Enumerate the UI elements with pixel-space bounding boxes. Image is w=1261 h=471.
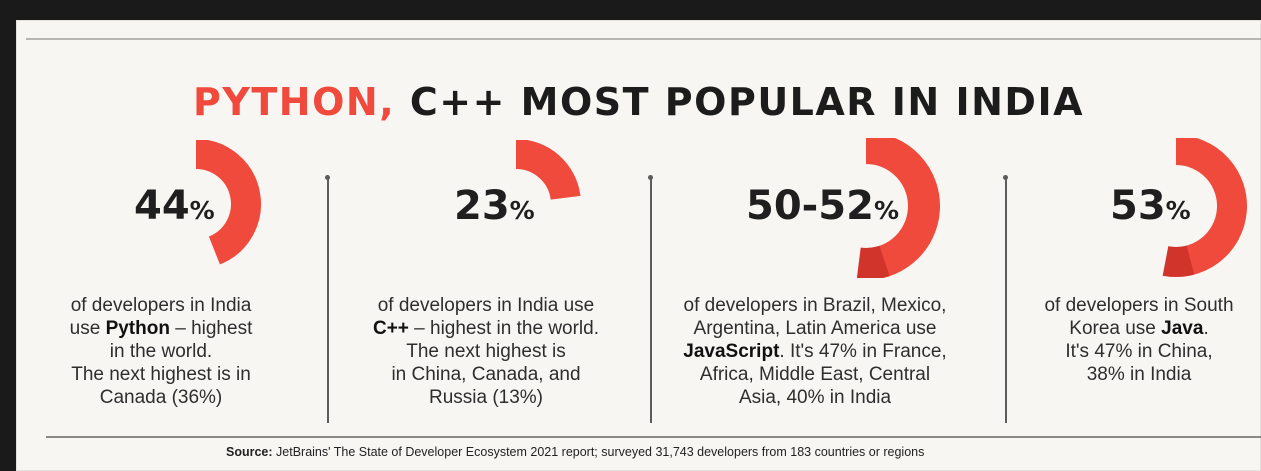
python-value: 44: [134, 183, 190, 229]
javascript-desc-line: JavaScript. It's 47% in France,: [683, 341, 947, 362]
source-label: Source:: [226, 445, 273, 459]
donut-arc-shade: [1162, 245, 1195, 277]
cpp-desc-line: C++ – highest in the world.: [372, 318, 600, 339]
cpp-donut-arc: [515, 140, 581, 201]
python-lang: Python: [105, 318, 170, 339]
cpp-value: 23: [454, 183, 510, 229]
cpp-percentage: 23%: [454, 183, 535, 229]
javascript-desc-line: Asia, 40% in India: [738, 387, 892, 408]
source-note: Source: JetBrains' The State of Develope…: [226, 445, 924, 459]
java-donut-arc: [1162, 138, 1247, 277]
javascript-desc-line: Argentina, Latin America use: [693, 318, 937, 339]
java-desc-line: It's 47% in China,: [1065, 341, 1213, 362]
javascript-donut-arc: [856, 138, 940, 278]
python-donut: [116, 140, 276, 270]
cpp-desc-line: Russia (13%): [428, 387, 544, 408]
cpp-lang: C++: [372, 318, 409, 339]
cpp-unit: %: [509, 196, 535, 225]
column-divider: [648, 175, 653, 423]
column-divider: [1003, 175, 1008, 423]
infographic-title: PYTHON, C++ MOST POPULAR IN INDIA: [16, 80, 1261, 124]
title-rest: C++ MOST POPULAR IN INDIA: [409, 80, 1084, 124]
donut-arc-segment: [195, 140, 261, 265]
java-unit: %: [1165, 196, 1191, 225]
python-desc-line: The next highest is in: [71, 364, 251, 385]
cpp-donut: [436, 140, 596, 270]
java-description: of developers in South Korea use Java. I…: [1014, 294, 1261, 386]
python-percentage: 44%: [134, 183, 215, 229]
javascript-value: 50-52: [746, 183, 874, 229]
javascript-unit: %: [873, 196, 899, 225]
javascript-percentage: 50-52%: [746, 183, 899, 229]
python-description: of developers in India use Python – high…: [26, 294, 296, 409]
cpp-desc-line: The next highest is: [406, 341, 566, 362]
java-desc-line: of developers in South: [1044, 295, 1234, 316]
cpp-desc-line: in China, Canada, and: [391, 364, 581, 385]
source-text: JetBrains' The State of Developer Ecosys…: [272, 445, 925, 459]
javascript-lang: JavaScript: [683, 341, 780, 362]
python-desc-line: use Python – highest: [69, 318, 253, 339]
javascript-desc-line: Africa, Middle East, Central: [699, 364, 931, 385]
python-desc-line: in the world.: [109, 341, 213, 362]
javascript-description: of developers in Brazil, Mexico, Argenti…: [652, 294, 978, 409]
java-lang: Java: [1161, 318, 1204, 339]
cpp-description: of developers in India use C++ – highest…: [338, 294, 634, 409]
java-donut: [1101, 138, 1261, 278]
java-percentage: 53%: [1110, 183, 1191, 229]
java-value: 53: [1110, 183, 1166, 229]
java-desc-line: Korea use Java.: [1069, 318, 1209, 339]
cpp-desc-line: of developers in India use: [377, 295, 595, 316]
column-divider: [325, 175, 330, 423]
donut-arc-segment: [856, 138, 940, 278]
donut-arc-shade: [856, 245, 890, 278]
python-unit: %: [189, 196, 215, 225]
donut-arc-segment: [515, 140, 581, 201]
top-rule: [26, 38, 1261, 40]
javascript-desc-line: of developers in Brazil, Mexico,: [683, 295, 947, 316]
python-donut-arc: [195, 140, 261, 265]
javascript-donut: [796, 138, 956, 278]
donut-arc-segment: [1162, 138, 1247, 277]
python-desc-line: Canada (36%): [99, 387, 223, 408]
title-highlight: PYTHON,: [193, 80, 396, 124]
python-desc-line: of developers in India: [70, 295, 252, 316]
infographic: PYTHON, C++ MOST POPULAR IN INDIA 44% of…: [16, 20, 1261, 471]
bottom-rule: [46, 436, 1261, 438]
java-desc-line: 38% in India: [1086, 364, 1192, 385]
